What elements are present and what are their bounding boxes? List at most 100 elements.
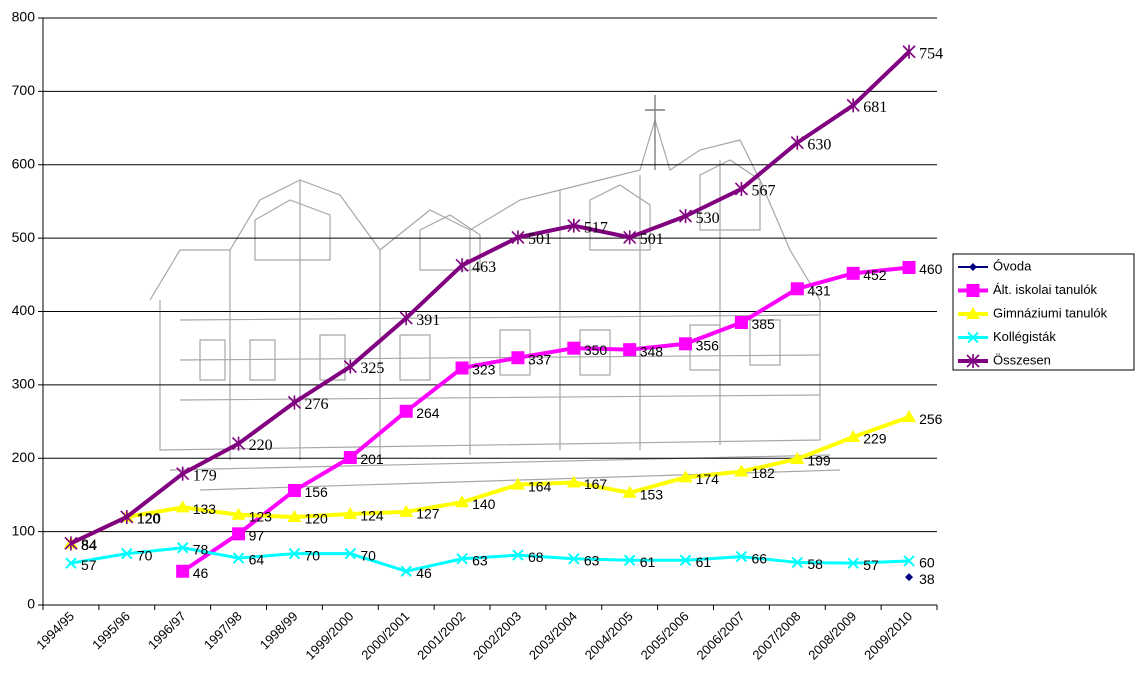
data-label: 385 (751, 316, 775, 332)
data-label: 201 (360, 451, 384, 467)
legend-label: Gimnáziumi tanulók (993, 305, 1108, 320)
data-label: 164 (528, 478, 552, 494)
x-tick-label: 2008/2009 (805, 609, 859, 663)
y-tick-label: 600 (12, 155, 36, 171)
data-label: 325 (360, 360, 384, 377)
data-point (847, 557, 859, 569)
data-point (231, 436, 246, 451)
series-4 (64, 44, 916, 551)
data-label: 754 (919, 45, 943, 62)
y-tick-label: 500 (12, 229, 36, 245)
data-label: 120 (137, 511, 161, 528)
x-tick-label: 2001/2002 (414, 609, 468, 663)
data-point (902, 44, 916, 59)
data-point (568, 553, 580, 565)
data-label: 70 (137, 547, 153, 563)
data-point (65, 557, 77, 569)
x-tick-label: 1998/99 (257, 609, 301, 653)
x-tick-label: 1997/98 (201, 609, 245, 653)
data-point (399, 504, 414, 517)
data-label: 323 (472, 362, 496, 378)
data-label: 58 (807, 556, 823, 572)
legend-item: Összesen (958, 352, 1051, 368)
data-label: 530 (696, 210, 720, 227)
data-labels: 38 46 97 156 201 264 323 337 350 348 356 385 431 452 4… (81, 45, 943, 586)
data-point (678, 209, 693, 224)
x-tick-label: 2004/2005 (582, 609, 636, 663)
data-point (966, 354, 980, 368)
x-tick-label: 2005/2006 (638, 609, 692, 663)
data-label: 70 (360, 547, 376, 563)
data-label: 64 (249, 552, 265, 568)
y-tick-label: 800 (12, 9, 36, 25)
series-3 (65, 542, 915, 577)
y-tick-label: 100 (12, 522, 36, 538)
data-label: 630 (807, 136, 831, 153)
series-1 (176, 260, 916, 578)
data-point (846, 98, 860, 113)
data-point (231, 507, 246, 520)
data-label: 61 (640, 554, 656, 570)
x-tick-label: 1999/2000 (302, 609, 356, 663)
data-label: 501 (640, 231, 664, 248)
data-label: 123 (249, 508, 273, 524)
legend-label: Ált. iskolai tanulók (993, 282, 1098, 297)
data-point (175, 500, 190, 513)
data-point (120, 509, 134, 524)
data-point (232, 552, 245, 564)
data-point (623, 554, 636, 566)
x-tick-label: 2002/2003 (470, 609, 524, 663)
data-label: 276 (304, 396, 328, 413)
series-0 (905, 573, 914, 582)
data-label: 124 (360, 508, 384, 524)
data-label: 46 (193, 565, 209, 581)
data-label: 460 (919, 261, 943, 277)
data-label: 179 (193, 467, 217, 484)
data-label: 348 (640, 343, 664, 359)
y-tick-label: 200 (12, 449, 36, 465)
data-point (287, 484, 301, 498)
data-point (287, 509, 302, 522)
data-label: 337 (528, 351, 552, 367)
data-label: 127 (416, 506, 440, 522)
data-point (455, 495, 470, 508)
data-label: 256 (919, 411, 943, 427)
data-label: 57 (81, 557, 97, 573)
x-tick-label: 2009/2010 (861, 609, 915, 663)
data-label: 63 (584, 552, 600, 568)
data-point (176, 542, 189, 554)
data-point (734, 181, 749, 196)
legend-item: Ált. iskolai tanulók (958, 282, 1098, 297)
data-point (511, 351, 525, 365)
data-point (623, 230, 637, 245)
x-tick-label: 1996/97 (145, 609, 189, 653)
data-point (176, 466, 190, 481)
legend-item: Gimnáziumi tanulók (958, 305, 1108, 320)
series-line (70, 50, 911, 546)
data-point (121, 547, 133, 560)
legend-item: Óvoda (958, 258, 1032, 273)
data-point (567, 341, 581, 355)
data-label: 84 (81, 537, 97, 553)
data-label: 350 (584, 342, 608, 358)
data-point (566, 475, 581, 488)
data-label: 60 (919, 555, 935, 571)
data-label: 120 (304, 511, 328, 527)
data-label: 46 (416, 565, 432, 581)
data-point (790, 282, 804, 296)
series-line (70, 415, 910, 546)
data-point (343, 359, 357, 374)
data-point (966, 284, 980, 297)
data-label: 220 (249, 437, 273, 454)
data-point (232, 527, 246, 541)
data-label: 391 (416, 312, 440, 329)
data-point (905, 573, 914, 582)
data-point (456, 553, 468, 565)
data-label: 133 (193, 501, 217, 517)
series-line (70, 546, 910, 573)
legend-label: Összesen (993, 352, 1051, 367)
data-label: 463 (472, 259, 496, 276)
data-point (679, 554, 692, 566)
data-label: 70 (304, 547, 320, 563)
x-tick-label: 1995/96 (89, 609, 133, 653)
